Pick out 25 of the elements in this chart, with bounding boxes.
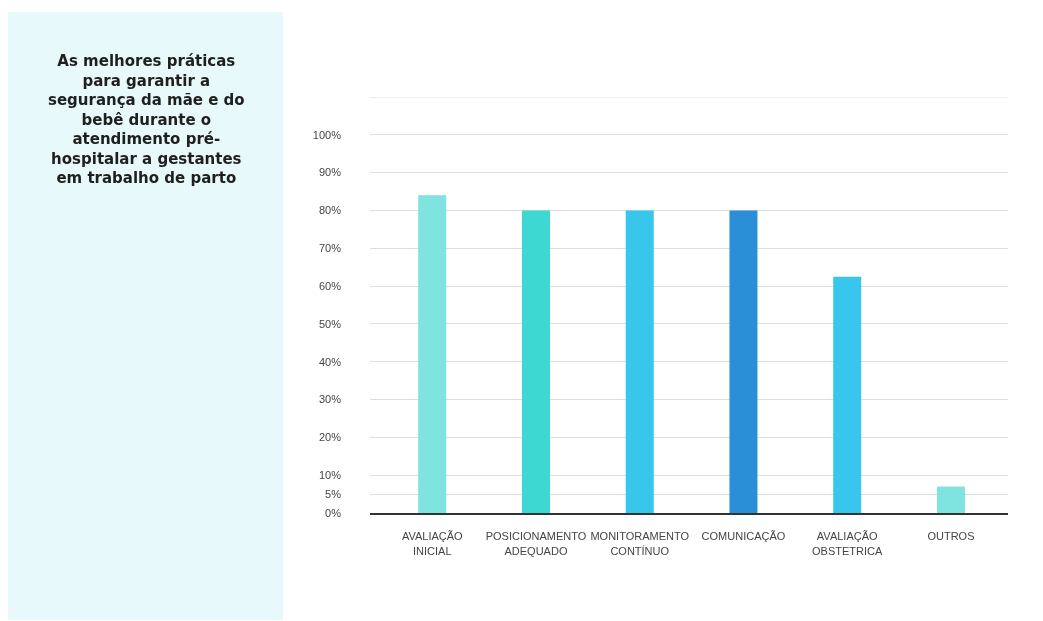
bar bbox=[936, 486, 965, 513]
text: As melhores práticas para garantir a segurança da mãe e do bebê durante o atendimento pré-hospitalar a gestantes em trabalho de parto bbox=[48, 52, 245, 187]
x-tick-label: OUTROS bbox=[927, 530, 975, 543]
y-tick-label: 70% bbox=[318, 242, 342, 255]
y-tick-label: 80% bbox=[318, 204, 342, 217]
x-tick-label: MONITORAMENTO CONTÍNUO bbox=[590, 530, 690, 557]
bar bbox=[418, 195, 447, 513]
bar bbox=[729, 210, 758, 513]
y-tick-label: 40% bbox=[318, 355, 342, 368]
x-tick-label: AVALIAÇÃO OBSTETRICA bbox=[812, 530, 883, 557]
x-tick-label: AVALIAÇÃO INICIAL bbox=[401, 530, 464, 557]
y-tick-label: 50% bbox=[318, 317, 342, 330]
y-tick-label: 90% bbox=[318, 166, 342, 179]
x-tick-label: COMUNICAÇÃO bbox=[701, 530, 786, 543]
y-tick-label: 10% bbox=[318, 469, 342, 482]
y-tick-label: 5% bbox=[325, 487, 342, 500]
x-tick-label: POSICIONAMENTO ADEQUADO bbox=[485, 530, 587, 557]
y-tick-label: 60% bbox=[318, 279, 342, 292]
bar bbox=[521, 210, 550, 513]
y-tick-label: 20% bbox=[318, 431, 342, 444]
y-tick-label: 0% bbox=[325, 506, 342, 519]
bar bbox=[833, 276, 862, 513]
y-tick-label: 100% bbox=[312, 128, 342, 141]
y-tick-label: 30% bbox=[318, 393, 342, 406]
bar bbox=[625, 210, 654, 513]
